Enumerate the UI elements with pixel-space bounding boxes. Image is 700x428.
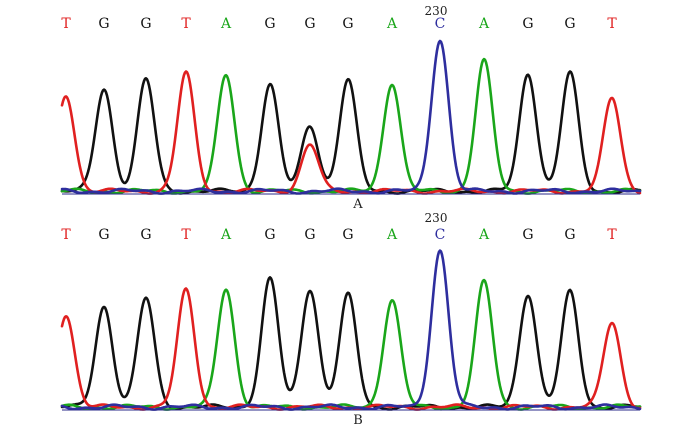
base-call-label: G xyxy=(564,227,575,243)
base-call-label: A xyxy=(386,16,398,32)
trace-c-panel-a xyxy=(60,39,642,195)
panel-label: A xyxy=(352,197,363,212)
base-call-label: C xyxy=(435,16,446,32)
base-call-label: G xyxy=(304,16,315,32)
base-call-label: T xyxy=(181,16,191,32)
base-call-label: G xyxy=(98,16,109,32)
base-call-label: T xyxy=(607,227,617,243)
panel-a: T G G T A G G G A C A G G T 230 A xyxy=(60,4,642,212)
base-call-label: T xyxy=(181,227,191,243)
base-call-label: G xyxy=(98,227,109,243)
position-label: 230 xyxy=(425,211,448,225)
panel-label: B xyxy=(353,413,363,428)
base-call-label: G xyxy=(140,227,151,243)
base-call-label: A xyxy=(220,227,232,243)
base-call-label: A xyxy=(386,227,398,243)
trace-c-panel-b xyxy=(60,249,642,411)
base-call-label: G xyxy=(264,227,275,243)
base-call-label: T xyxy=(61,16,71,32)
base-call-label: G xyxy=(140,16,151,32)
panel-b: T G G T A G G G A C A G G T 230 B xyxy=(60,211,642,428)
base-call-label: A xyxy=(478,16,490,32)
base-call-label: C xyxy=(435,227,446,243)
trace-g-panel-b xyxy=(60,276,642,411)
trace-g-panel-a xyxy=(60,70,642,195)
base-call-label: G xyxy=(304,227,315,243)
base-call-label: G xyxy=(564,16,575,32)
base-call-label: G xyxy=(264,16,275,32)
base-call-label: A xyxy=(220,16,232,32)
base-call-label: T xyxy=(61,227,71,243)
base-call-label: G xyxy=(522,227,533,243)
base-call-label: G xyxy=(342,227,353,243)
base-call-label: G xyxy=(522,16,533,32)
base-call-label: G xyxy=(342,16,353,32)
base-call-label: A xyxy=(478,227,490,243)
base-call-label: T xyxy=(607,16,617,32)
position-label: 230 xyxy=(425,4,448,18)
